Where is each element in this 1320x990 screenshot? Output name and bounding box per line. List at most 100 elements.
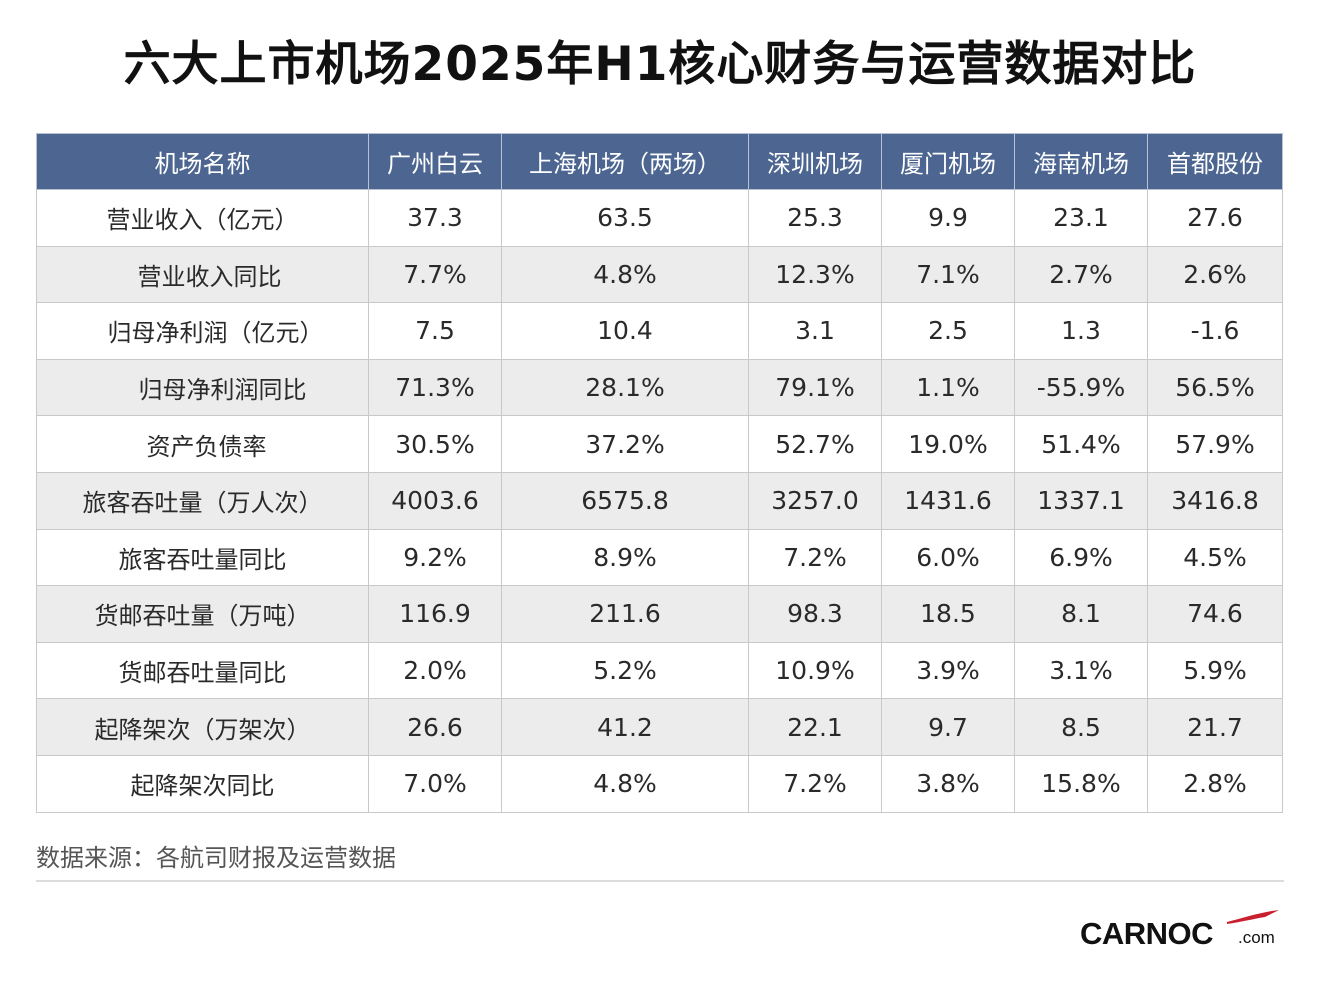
row-label: 旅客吞吐量同比 <box>36 528 369 587</box>
table-cell: 37.2% <box>501 415 749 473</box>
table-cell: 9.2% <box>368 528 502 587</box>
table-cell: 25.3 <box>748 189 882 247</box>
table-cell: 21.7 <box>1147 698 1283 756</box>
table-cell: 22.1 <box>748 698 882 756</box>
row-label: 营业收入（亿元） <box>36 189 369 247</box>
table-cell: 23.1 <box>1014 189 1148 247</box>
table-cell: 1.1% <box>881 358 1015 417</box>
table-cell: 1337.1 <box>1014 471 1148 530</box>
table-cell: 3.1% <box>1014 641 1148 700</box>
table-cell: 211.6 <box>501 585 749 643</box>
table-cell: 51.4% <box>1014 415 1148 473</box>
table-cell: 37.3 <box>368 189 502 247</box>
row-label: 货邮吞吐量同比 <box>36 641 369 700</box>
table-cell: 28.1% <box>501 358 749 417</box>
table-body: 营业收入（亿元） 37.3 63.5 25.3 9.9 23.1 27.6 营业收入同比 7.7… <box>36 189 1283 813</box>
page-title: 六大上市机场2025年H1核心财务与运营数据对比 <box>123 37 1197 92</box>
table-cell: 9.9 <box>881 189 1015 247</box>
table-cell: 2.5 <box>881 302 1015 360</box>
row-label: 起降架次同比 <box>36 754 369 813</box>
table-cell: 98.3 <box>748 585 882 643</box>
logo-wordmark: CARNOC <box>1080 916 1214 951</box>
source-note: 数据来源：各航司财报及运营数据 <box>36 844 396 872</box>
table-cell: 6.0% <box>881 528 1015 587</box>
table-cell: 2.0% <box>368 641 502 700</box>
column-header-airport: 海南机场 <box>1014 133 1148 190</box>
column-header-name: 机场名称 <box>36 133 369 190</box>
table-cell: 3.8% <box>881 754 1015 813</box>
column-header-airport: 广州白云 <box>368 133 502 190</box>
table-cell: 10.9% <box>748 641 882 700</box>
table-cell: 1.3 <box>1014 302 1148 360</box>
table-row: 货邮吞吐量同比 2.0% 5.2% 10.9% 3.9% 3.1% 5.9% <box>36 641 1283 700</box>
table-cell: 56.5% <box>1147 358 1283 417</box>
table-cell: 8.1 <box>1014 585 1148 643</box>
table-cell: 7.1% <box>881 245 1015 304</box>
data-table: 机场名称 广州白云 上海机场（两场） 深圳机场 厦门机场 海南机场 首都股份 营业收入（亿元… <box>36 133 1283 813</box>
row-label: 起降架次（万架次） <box>36 698 369 756</box>
table-cell: 3416.8 <box>1147 471 1283 530</box>
table-cell: 4.8% <box>501 754 749 813</box>
table-cell: 18.5 <box>881 585 1015 643</box>
column-header-airport: 上海机场（两场） <box>501 133 749 190</box>
table-cell: 6575.8 <box>501 471 749 530</box>
table-cell: 27.6 <box>1147 189 1283 247</box>
table-cell: 6.9% <box>1014 528 1148 587</box>
table-cell: -55.9% <box>1014 358 1148 417</box>
table-header-row: 机场名称 广州白云 上海机场（两场） 深圳机场 厦门机场 海南机场 首都股份 <box>36 133 1283 190</box>
table-cell: 63.5 <box>501 189 749 247</box>
table-row: 起降架次（万架次） 26.6 41.2 22.1 9.7 8.5 21.7 <box>36 698 1283 756</box>
row-label: 旅客吞吐量（万人次） <box>36 471 369 530</box>
row-label: 营业收入同比 <box>36 245 369 304</box>
table-cell: 57.9% <box>1147 415 1283 473</box>
table-cell: 12.3% <box>748 245 882 304</box>
row-label: 归母净利润同比 <box>36 358 369 417</box>
table-cell: 3.1 <box>748 302 882 360</box>
divider <box>36 880 1284 882</box>
table-cell: 8.5 <box>1014 698 1148 756</box>
table-cell: 10.4 <box>501 302 749 360</box>
table-row: 营业收入（亿元） 37.3 63.5 25.3 9.9 23.1 27.6 <box>36 189 1283 247</box>
logo-domain-suffix: .com <box>1238 928 1275 947</box>
table-row: 营业收入同比 7.7% 4.8% 12.3% 7.1% 2.7% 2.6% <box>36 245 1283 304</box>
table-cell: 116.9 <box>368 585 502 643</box>
table-cell: 4.8% <box>501 245 749 304</box>
table-cell: 79.1% <box>748 358 882 417</box>
table-cell: 74.6 <box>1147 585 1283 643</box>
table-cell: 5.9% <box>1147 641 1283 700</box>
table-row: 资产负债率 30.5% 37.2% 52.7% 19.0% 51.4% 57.9% <box>36 415 1283 473</box>
table-cell: 7.7% <box>368 245 502 304</box>
table-row: 归母净利润同比 71.3% 28.1% 79.1% 1.1% -55.9% 56.5% <box>36 358 1283 417</box>
table-cell: 3.9% <box>881 641 1015 700</box>
table-cell: 2.6% <box>1147 245 1283 304</box>
table-cell: 7.2% <box>748 754 882 813</box>
table-row: 起降架次同比 7.0% 4.8% 7.2% 3.8% 15.8% 2.8% <box>36 754 1283 813</box>
table-cell: 52.7% <box>748 415 882 473</box>
table-cell: 7.2% <box>748 528 882 587</box>
table-cell: 7.5 <box>368 302 502 360</box>
table-row: 旅客吞吐量（万人次） 4003.6 6575.8 3257.0 1431.6 1337.1… <box>36 471 1283 530</box>
table-cell: 8.9% <box>501 528 749 587</box>
row-label: 资产负债率 <box>36 415 369 473</box>
column-header-airport: 厦门机场 <box>881 133 1015 190</box>
table-cell: 19.0% <box>881 415 1015 473</box>
table-cell: 3257.0 <box>748 471 882 530</box>
table-cell: 7.0% <box>368 754 502 813</box>
row-label: 归母净利润（亿元） <box>36 302 369 360</box>
table-cell: 1431.6 <box>881 471 1015 530</box>
table-cell: 26.6 <box>368 698 502 756</box>
table-row: 旅客吞吐量同比 9.2% 8.9% 7.2% 6.0% 6.9% 4.5% <box>36 528 1283 587</box>
table-cell: 4003.6 <box>368 471 502 530</box>
table-cell: 15.8% <box>1014 754 1148 813</box>
table-cell: 5.2% <box>501 641 749 700</box>
table-row: 货邮吞吐量（万吨） 116.9 211.6 98.3 18.5 8.1 74.6 <box>36 585 1283 643</box>
plane-swoosh-icon <box>1227 910 1279 924</box>
table-cell: 9.7 <box>881 698 1015 756</box>
table-cell: 4.5% <box>1147 528 1283 587</box>
table-cell: 2.7% <box>1014 245 1148 304</box>
table-cell: -1.6 <box>1147 302 1283 360</box>
carnoc-logo: CARNOC .com <box>1080 908 1285 958</box>
table-cell: 30.5% <box>368 415 502 473</box>
table-cell: 41.2 <box>501 698 749 756</box>
column-header-airport: 首都股份 <box>1147 133 1283 190</box>
